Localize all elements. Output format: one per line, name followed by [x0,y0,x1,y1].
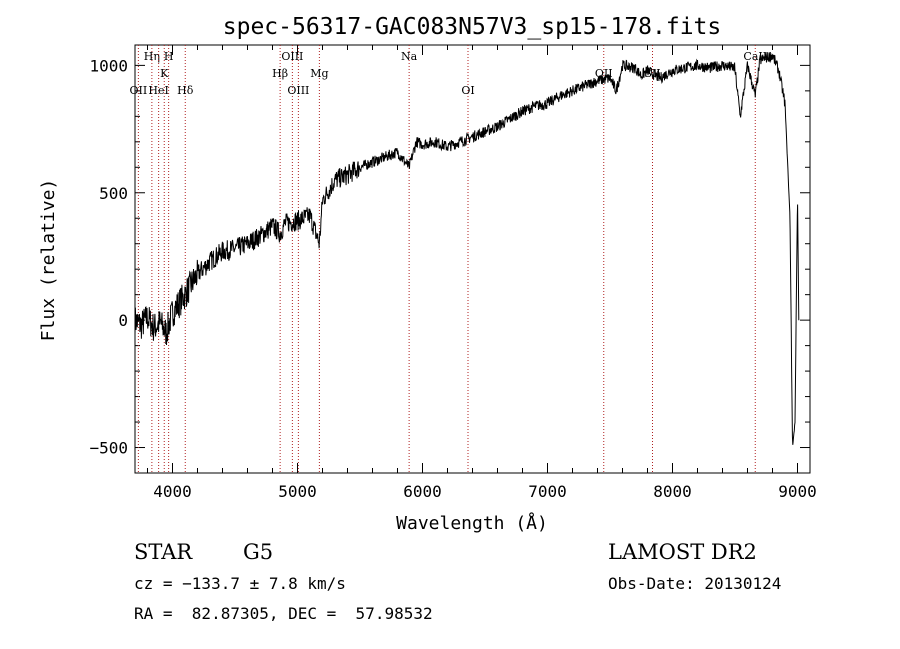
x-tick-label: 8000 [653,482,692,501]
line-marker-label: Na [401,50,418,63]
y-tick-label: −500 [89,439,128,458]
chart-title: spec-56317-GAC083N57V3_sp15-178.fits [223,14,722,40]
line-marker-label: Hδ [177,84,194,97]
y-axis-label: Flux (relative) [38,179,59,342]
line-marker-label: OIII [287,84,309,97]
line-marker-label: OII [130,84,148,97]
x-tick-label: 9000 [778,482,817,501]
plot-area: 4000 5000 6000 7000 8000 9000−50005001000OIIH… [89,44,817,501]
line-marker-label: Hβ [272,67,288,80]
line-marker-label: Mg [310,67,328,80]
line-marker-label: K [160,67,169,80]
x-tick-label: 4000 [153,482,192,501]
y-tick-label: 500 [99,184,128,203]
object-class: STAR [134,540,193,564]
line-marker-label: Hη [144,50,160,63]
x-tick-label: 5000 [278,482,317,501]
y-tick-label: 1000 [89,56,128,75]
spectrum-line [135,51,800,445]
line-marker-label: OI [461,84,474,97]
coordinates-text: RA = 82.87305, DEC = 57.98532 [134,604,433,623]
x-axis-label: Wavelength (Å) [396,512,548,534]
survey-name: LAMOST DR2 [608,540,757,564]
plot-frame [134,44,811,474]
line-marker-label: HeI [148,84,168,97]
x-tick-label: 6000 [403,482,442,501]
line-marker-label: OIII [281,50,303,63]
obs-date-text: Obs-Date: 20130124 [608,574,782,593]
redshift-text: cz = −133.7 ± 7.8 km/s [134,574,346,593]
object-subclass: G5 [243,540,274,564]
y-tick-label: 0 [118,311,128,330]
x-tick-label: 7000 [528,482,567,501]
line-marker-label: H [164,50,174,63]
